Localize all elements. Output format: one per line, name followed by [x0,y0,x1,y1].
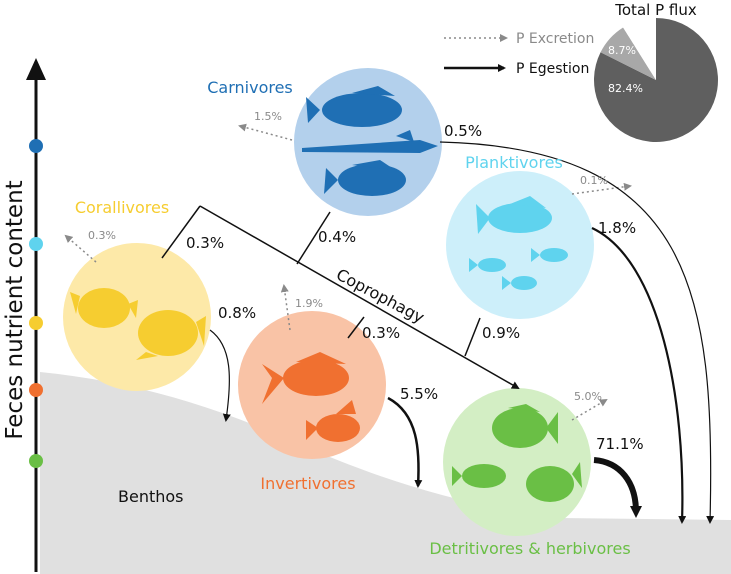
corallivores-excretion: 0.3% [88,229,116,242]
pie-label-egestion: 82.4% [608,82,643,95]
legend-egestion-label: P Egestion [516,61,589,77]
pie-label-excretion: 8.7% [608,44,636,57]
benthos-area [40,372,731,574]
carnivores-coprophagy: 0.4% [318,228,356,246]
axis-dot-carnivores [29,139,43,153]
invertivores-label: Invertivores [260,474,355,493]
pie-title: Total P flux [614,1,697,19]
carnivores-egestion: 0.5% [444,122,482,140]
carnivores-fish-icons [302,86,438,196]
invertivores-egestion: 5.5% [400,385,438,403]
invertivores-fish-icons [262,352,360,442]
axis-label: Feces nutrient content [2,180,28,439]
corallivores-egestion: 0.8% [218,304,256,322]
axis-arrow-head [26,58,46,80]
detritivores-fish-icons [452,404,582,502]
pie-slice-remainder [623,18,656,80]
excretion-arrows [64,123,632,421]
legend-excretion-label: P Excretion [516,31,594,47]
carnivores-label: Carnivores [207,78,293,97]
axis-dot-corallivores [29,316,43,330]
detritivores-excretion: 5.0% [574,390,602,403]
egestion-arrows [209,141,715,524]
axis-dot-invertivores [29,383,43,397]
pie-slice-excretion [600,27,656,80]
invertivores-excretion: 1.9% [295,297,323,310]
carnivores-excretion: 1.5% [254,110,282,123]
total-p-flux-pie: 82.4% 8.7% [594,18,719,142]
corallivores-coprophagy: 0.3% [186,234,224,252]
axis-dot-detritivores [29,454,43,468]
planktivores-egestion: 1.8% [598,219,636,237]
axis-dot-planktivores [29,237,43,251]
benthos-label: Benthos [118,487,184,506]
planktivores-coprophagy: 0.9% [482,324,520,342]
detritivores-egestion: 71.1% [596,435,644,453]
planktivores-circle [446,171,594,319]
corallivores-fish-icons [70,288,206,360]
invertivores-coprophagy: 0.3% [362,324,400,342]
planktivores-label: Planktivores [465,153,563,172]
planktivores-fish-icons [469,196,568,290]
corallivores-label: Corallivores [75,198,169,217]
detritivores-label: Detritivores & herbivores [429,539,630,558]
legend: P Excretion P Egestion [444,31,594,77]
coprophagy-flow-lines [161,205,520,389]
planktivores-excretion: 0.1% [580,174,608,187]
coprophagy-label: Coprophagy [333,265,427,327]
